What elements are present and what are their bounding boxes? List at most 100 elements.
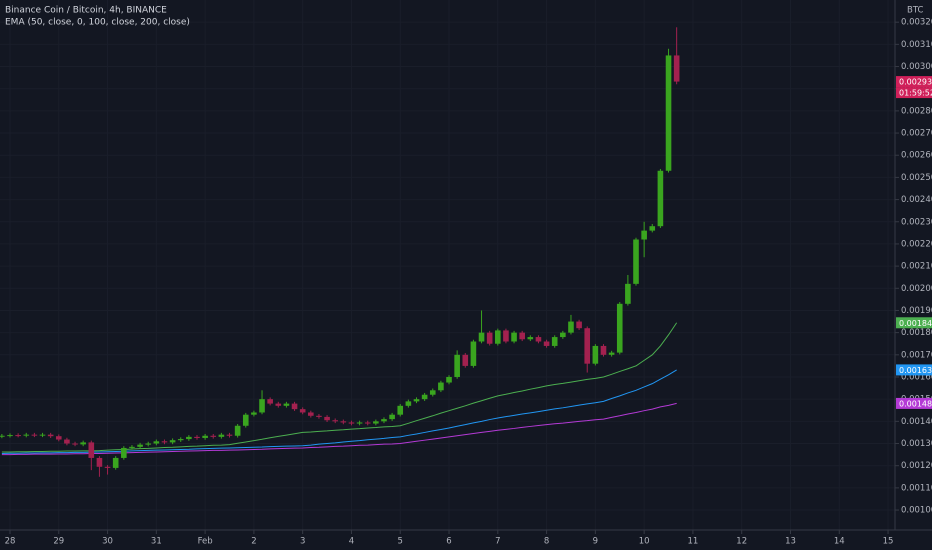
candle-body [275, 403, 282, 406]
candle-body [31, 434, 38, 436]
x-tick-label: Feb [198, 537, 213, 547]
last-price-bg [896, 76, 932, 88]
x-tick-label: 29 [53, 537, 64, 547]
y-tick-label: 0.0031000 [901, 40, 932, 50]
candle-body [234, 425, 241, 436]
candle-body [283, 403, 290, 406]
candle-body [23, 434, 30, 436]
x-tick-label: 3 [300, 537, 305, 547]
candle-body [389, 414, 395, 420]
y-tick-label: 0.0010000 [901, 506, 932, 516]
candle-body [486, 332, 493, 344]
x-tick-label: 15 [883, 537, 894, 547]
candle-body [324, 416, 330, 421]
candle-body [429, 390, 436, 395]
chart-title: Binance Coin / Bitcoin, 4h, BINANCE [5, 6, 167, 16]
candle-body [608, 352, 615, 355]
candle-body [218, 434, 225, 437]
candle-body [560, 332, 566, 338]
ema-last-value: 0.0018445 [899, 319, 932, 328]
candle-body [576, 321, 582, 329]
y-tick-label: 0.0012000 [901, 461, 932, 471]
candle-body [88, 442, 95, 458]
candle-body [177, 439, 184, 441]
candle-body [7, 435, 13, 437]
candle-body [299, 409, 306, 413]
candle-body [364, 422, 371, 424]
candle-body [616, 303, 623, 353]
candle-body [454, 354, 460, 377]
y-tick-label: 0.0024000 [901, 195, 932, 205]
candle-body [251, 412, 257, 415]
candle-body [592, 345, 599, 364]
candle-body [527, 337, 534, 340]
indicator-label: EMA (50, close, 0, 100, close, 200, clos… [5, 18, 190, 28]
candle-body [64, 439, 70, 444]
candle-body [316, 415, 322, 417]
ema-last-value-bg [896, 364, 932, 376]
y-tick-label: 0.0017000 [901, 350, 932, 360]
y-tick-label: 0.0019000 [901, 306, 932, 316]
y-tick-label: 0.0018000 [901, 328, 932, 338]
candle-body [226, 434, 233, 436]
y-tick-label: 0.0013000 [901, 439, 932, 449]
candle-body [72, 443, 78, 445]
x-tick-label: 31 [151, 537, 162, 547]
candle-body [210, 435, 217, 437]
y-tick-label: 0.0014000 [901, 417, 932, 427]
x-tick-label: 9 [593, 537, 598, 547]
x-tick-label: 10 [639, 537, 650, 547]
candle-body [495, 330, 501, 344]
candle-body [633, 239, 639, 284]
candle-body [535, 337, 542, 342]
x-tick-label: 13 [785, 537, 796, 547]
candle-body [96, 457, 103, 467]
countdown-bg [896, 87, 932, 99]
candle-body [438, 382, 444, 391]
x-tick-label: 11 [688, 537, 699, 547]
last-price: 0.0029321 [899, 78, 932, 87]
candle-body [0, 435, 5, 437]
candle-body [348, 422, 355, 424]
plot-area [0, 27, 680, 477]
x-tick-label: 4 [349, 537, 354, 547]
candle-body [470, 341, 477, 366]
candle-body [267, 399, 273, 404]
y-tick-label: 0.0028000 [901, 106, 932, 116]
y-tick-label: 0.0027000 [901, 129, 932, 139]
candle-body [153, 441, 160, 444]
ema-line [1, 322, 678, 453]
candle-body [625, 283, 631, 304]
candle-body [145, 443, 152, 445]
candle-body [291, 403, 298, 410]
axes: 0.0010000 0.0011000 0.0012000 0.0013000 0.00… [5, 18, 932, 547]
candle-body [641, 230, 647, 240]
candle-body [137, 444, 143, 447]
candle-body [15, 435, 21, 437]
y-tick-label: 0.0030000 [901, 62, 932, 72]
candle-body [186, 436, 192, 440]
candle-body [397, 405, 404, 415]
x-tick-label: 7 [495, 537, 500, 547]
candle-body [421, 394, 428, 400]
candle-body [665, 55, 672, 171]
candle-body [584, 328, 591, 364]
countdown: 01:59:52 [899, 89, 932, 98]
candle-body [194, 436, 200, 438]
candle-body [242, 414, 249, 426]
candle-body [104, 466, 111, 468]
y-tick-label: 0.0022000 [901, 239, 932, 249]
candle-body [568, 321, 574, 333]
candle-body [80, 442, 86, 445]
x-tick-label: 14 [834, 537, 845, 547]
candle-body [503, 330, 509, 342]
candle-body [600, 345, 607, 355]
ema-last-value: 0.0016319 [899, 366, 932, 375]
grid [0, 0, 895, 530]
candle-body [511, 332, 517, 342]
ema-line [1, 369, 677, 454]
candle-body [129, 446, 135, 448]
y-tick-label: 0.0026000 [901, 151, 932, 161]
